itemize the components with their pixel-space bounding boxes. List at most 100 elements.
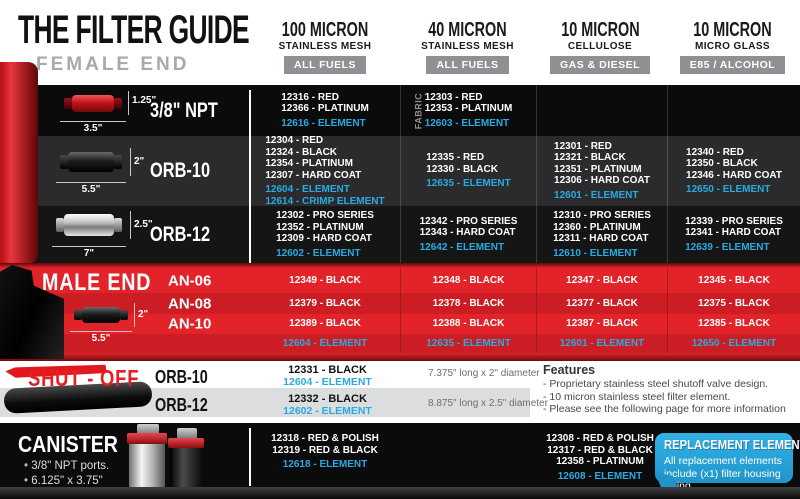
part-numbers-cell: 12318 - RED & POLISH 12319 - RED & BLACK … [271, 433, 379, 470]
replacement-elements-body: All replacement elements include (x1) fi… [664, 455, 782, 492]
row-label-an10: AN-10 [168, 315, 212, 333]
column-media-label: STAINLESS MESH [421, 41, 514, 52]
column-media-label: STAINLESS MESH [278, 41, 372, 52]
length-dimension: 7" [83, 248, 95, 259]
row-label-shutoff-orb10: ORB-10 [155, 367, 208, 387]
canister-title: CANISTER [18, 431, 118, 457]
table-row-orb10: 2" 5.5" ORB-10 12304 - RED 12324 - BLACK 1… [0, 135, 800, 207]
column-media-label: CELLULOSE [567, 41, 633, 52]
row-label-npt: 3/8" NPT [150, 98, 218, 122]
part-numbers-cell: 12340 - RED 12350 - BLACK 12346 - HARD COA… [667, 136, 800, 206]
chrome-filter-image [56, 214, 122, 236]
male-end-section: AN-06 12349 - BLACK 12348 - BLACK 12347 … [0, 263, 800, 361]
table-row-male-elements: 12604 - ELEMENT 12635 - ELEMENT 12601 - … [0, 334, 800, 353]
female-end-section: 1.25" 3.5" 3/8" NPT 12316 - RED 12366 - P… [0, 85, 800, 263]
female-end-subtitle: FEMALE END [36, 54, 190, 75]
column-header-40-micron: 40 MICRON STAINLESS MESH ALL FUELS [400, 20, 535, 74]
part-numbers-cell: FABRIC 12303 - RED 12353 - PLATINUM 12603… [400, 85, 536, 136]
part-numbers-cell: 12316 - RED 12366 - PLATINUM 12616 - ELEM… [281, 91, 369, 129]
dimension-line [128, 91, 129, 115]
part-numbers-cell: 12385 - BLACK [667, 314, 800, 334]
length-dimension: 5.5" [81, 184, 101, 195]
part-numbers-cell: 12301 - RED 12321 - BLACK 12351 - PLATINUM… [536, 136, 667, 206]
part-numbers-cell: 12342 - PRO SERIES 12343 - HARD COAT 1264… [400, 206, 536, 263]
features-heading: Features [543, 363, 596, 377]
part-numbers-cell: 12387 - BLACK [536, 314, 667, 334]
dimension-line [60, 121, 126, 122]
bottom-edge-bar [0, 487, 800, 499]
male-end-title: MALE END [42, 269, 152, 296]
dimension-line [130, 148, 131, 176]
features-list: - Proprietary stainless steel shutoff va… [543, 378, 786, 415]
part-numbers-cell: 12388 - BLACK [400, 314, 536, 334]
shut-off-section: SHUT - OFF ORB-10 12331 - BLACK 12604 - … [0, 361, 800, 423]
part-numbers-cell: 12339 - PRO SERIES 12341 - HARD COAT 1263… [667, 206, 800, 263]
black-filter-image [74, 307, 128, 323]
part-numbers-cell: 12389 - BLACK [289, 318, 361, 330]
shutoff-element-number: 12602 - ELEMENT [283, 405, 372, 417]
element-cell: 12635 - ELEMENT [400, 334, 536, 353]
part-numbers-cell: 12375 - BLACK [667, 293, 800, 314]
red-vertical-filter-image [0, 62, 38, 264]
part-numbers-cell: 12302 - PRO SERIES 12352 - PLATINUM 12309 … [276, 210, 374, 259]
part-numbers-cell: 12308 - RED & POLISH 12317 - RED & BLACK 1… [546, 433, 654, 482]
length-dimension: 5.5" [91, 333, 111, 344]
replacement-elements-title: REPLACEMENT ELEMENTS [664, 438, 800, 452]
part-numbers-cell: 12349 - BLACK [289, 274, 361, 286]
fuel-badge: E85 / ALCOHOL [679, 56, 786, 74]
part-numbers-cell: 12345 - BLACK [667, 268, 800, 293]
fuel-badge: ALL FUELS [426, 56, 509, 74]
diameter-dimension: 2.5" [134, 219, 153, 230]
part-numbers-cell: 12377 - BLACK [536, 293, 667, 314]
table-row-orb12: 2.5" 7" ORB-12 12302 - PRO SERIES 12352 -… [0, 206, 800, 263]
row-label-an06: AN-06 [168, 272, 212, 289]
dimension-line [130, 211, 131, 239]
part-numbers-cell: 12347 - BLACK [536, 268, 667, 293]
vertical-divider [249, 90, 251, 354]
part-numbers-cell: 12335 - RED 12330 - BLACK 12635 - ELEMENT [400, 136, 536, 206]
shutoff-part-number: 12332 - BLACK [288, 393, 367, 405]
column-header-100-micron: 100 MICRON STAINLESS MESH ALL FUELS [250, 20, 400, 74]
row-label-an08: AN-08 [168, 295, 212, 312]
diameter-dimension: 2" [134, 156, 145, 167]
shut-off-title: SHUT - OFF [28, 365, 140, 391]
empty-cell [536, 85, 667, 136]
shutoff-size-note: 7.375" long x 2" diameter [428, 368, 540, 379]
canister-section: CANISTER 3/8" NPT ports.6.125" x 3.75" 1… [0, 423, 800, 499]
row-label-shutoff-orb12: ORB-12 [155, 395, 208, 415]
column-micron-label: 100 MICRON [281, 19, 369, 41]
element-cell: 12650 - ELEMENT [667, 334, 800, 353]
vertical-divider [249, 428, 251, 486]
element-cell: 12604 - ELEMENT [282, 337, 368, 349]
column-media-label: MICRO GLASS [695, 41, 770, 52]
element-cell: 12601 - ELEMENT [536, 334, 667, 353]
part-numbers-cell: 12310 - PRO SERIES 12360 - PLATINUM 12311 … [536, 206, 667, 263]
column-micron-label: 10 MICRON [693, 19, 772, 41]
row-label-orb10: ORB-10 [150, 159, 211, 182]
shutoff-size-note: 8.875" long x 2.5" diameter [428, 398, 548, 409]
column-micron-label: 40 MICRON [428, 19, 507, 41]
section-bottom-edge [0, 353, 800, 361]
table-row-npt: 1.25" 3.5" 3/8" NPT 12316 - RED 12366 - P… [0, 85, 800, 136]
fuel-badge: ALL FUELS [283, 56, 367, 74]
red-filter-image [64, 95, 122, 112]
section-top-edge [0, 263, 800, 268]
part-numbers-cell: 12379 - BLACK [289, 297, 361, 309]
column-header-10-micron-microglass: 10 MICRON MICRO GLASS E85 / ALCOHOL [665, 20, 800, 74]
fabric-note: FABRIC [413, 92, 424, 129]
page-title: THE FILTER GUIDE [18, 8, 250, 52]
empty-cell [667, 85, 800, 136]
dimension-line [70, 331, 132, 332]
shutoff-part-number: 12331 - BLACK [288, 364, 367, 376]
table-row-an10: AN-10 12389 - BLACK 12388 - BLACK 12387 … [0, 314, 800, 334]
column-header-10-micron-cellulose: 10 MICRON CELLULOSE GAS & DIESEL [535, 20, 665, 74]
black-filter-image [60, 152, 122, 172]
fuel-badge: GAS & DIESEL [549, 56, 651, 74]
diameter-dimension: 1.25" [132, 95, 157, 106]
part-numbers-cell: 12304 - RED 12324 - BLACK 12354 - PLATINUM… [265, 135, 385, 207]
shutoff-element-number: 12604 - ELEMENT [283, 376, 372, 388]
column-micron-label: 10 MICRON [560, 19, 640, 41]
dimension-line [52, 246, 126, 247]
diameter-dimension: 2" [138, 309, 149, 320]
